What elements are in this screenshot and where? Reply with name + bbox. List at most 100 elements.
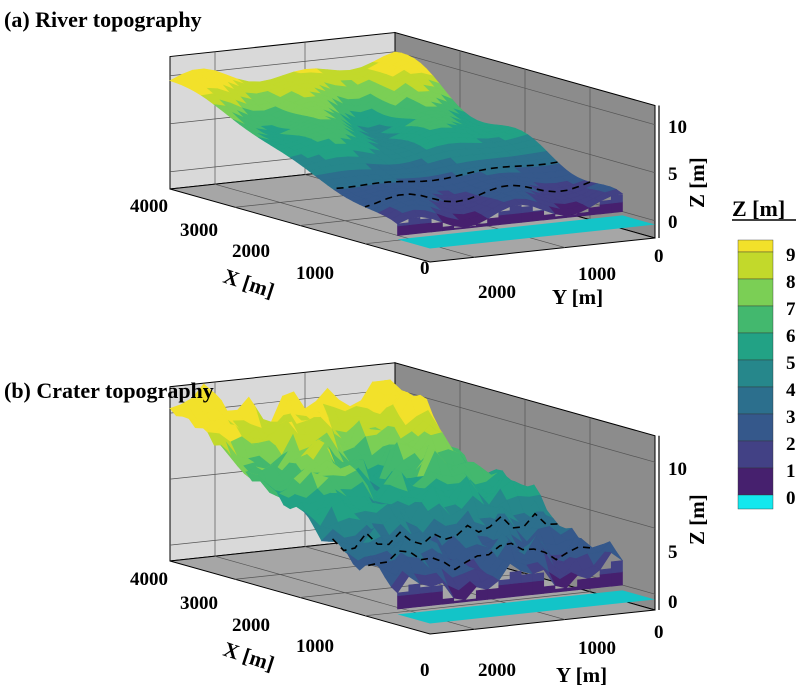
grid-line (299, 399, 526, 598)
colorbar-swatch (737, 386, 774, 415)
surface-front-face (588, 206, 601, 216)
panel-b-title: (b) Crater topography (4, 378, 214, 403)
surface-front-face (577, 211, 590, 217)
colorbar-label: 3 (786, 407, 796, 428)
surface-front-face (475, 589, 488, 601)
colorbar-title: Z [m] (732, 196, 785, 221)
surface-front-face (532, 210, 545, 222)
x-tick: 1000 (296, 263, 334, 284)
surface-front-face (599, 202, 612, 215)
surface-front-face (408, 217, 421, 226)
surface-front-face (610, 571, 623, 587)
surface-front-face (408, 583, 421, 595)
contour-line (364, 542, 591, 571)
panel-river-topography (169, 31, 660, 263)
x-tick: 2000 (232, 241, 270, 262)
surface-front-face (588, 577, 601, 589)
z-tick: 10 (668, 459, 687, 480)
x-tick: 2000 (232, 615, 270, 636)
y-tick: 1000 (578, 638, 616, 659)
surface-front-face (487, 587, 500, 600)
x-axis-label: X [m] (220, 637, 277, 676)
y-tick: 2000 (478, 282, 516, 303)
colorbar-label: 7 (786, 299, 796, 320)
surface-front-face (498, 579, 511, 586)
surface-front-face (610, 201, 623, 214)
grid-line (364, 417, 591, 617)
x-tick: 4000 (130, 569, 168, 590)
surface-front-face (419, 586, 432, 594)
surface-front-face (442, 597, 455, 605)
surface-front-face (408, 223, 421, 235)
surface-front-face (430, 590, 443, 606)
surface-front-face (397, 224, 410, 236)
y-tick: 1000 (578, 264, 616, 285)
colorbar-swatch (737, 413, 774, 442)
colorbar-swatch (737, 305, 774, 334)
colorbar-label: 0 (786, 488, 796, 509)
surface-front-face (397, 591, 410, 597)
z-tick: 5 (668, 542, 678, 563)
x-tick: 1000 (296, 636, 334, 657)
z-tick: 0 (668, 592, 678, 613)
surface-front-face (397, 222, 410, 227)
surface-front-face (509, 204, 522, 215)
surface-front-face (610, 560, 623, 574)
colorbar-swatch (737, 251, 774, 280)
colorbar-swatch (737, 359, 774, 388)
surface-front-face (498, 213, 511, 226)
surface-front-face (397, 594, 410, 610)
surface-cell (390, 570, 410, 594)
colorbar-swatch (737, 278, 774, 307)
colorbar-swatch (737, 239, 774, 253)
y-tick: 2000 (478, 660, 516, 681)
surface-front-face (408, 593, 421, 609)
colorbar-swatch (737, 332, 774, 361)
x-tick: 0 (420, 258, 430, 279)
colorbar-swatch (737, 494, 774, 510)
surface-front-face (430, 584, 443, 593)
surface-front-face (543, 213, 556, 221)
surface-front-face (475, 223, 488, 228)
y-axis-label: Y [m] (552, 285, 603, 309)
surface-front-face (577, 578, 590, 591)
colorbar-label: 8 (786, 272, 796, 293)
x-tick: 3000 (180, 593, 218, 614)
surface-front-face (487, 217, 500, 227)
y-axis-label: Y [m] (556, 663, 607, 687)
y-tick: 0 (654, 246, 664, 267)
z-tick: 0 (668, 212, 678, 233)
surface-front-face (532, 579, 545, 595)
colorbar-swatch (737, 440, 774, 469)
colorbar-swatch (737, 467, 774, 496)
z-tick: 5 (668, 164, 678, 185)
colorbar-label: 2 (786, 434, 796, 455)
surface-front-face (498, 583, 511, 599)
surface-front-face (442, 225, 455, 232)
water-surface (397, 590, 655, 624)
x-tick: 3000 (180, 220, 218, 241)
surface-front-face (419, 222, 432, 234)
surface-front-face (520, 211, 533, 223)
z-axis-label: Z [m] (685, 157, 709, 208)
surface-front-face (509, 212, 522, 224)
z-axis-label: Z [m] (685, 494, 709, 545)
panel-a-title: (a) River topography (4, 7, 202, 32)
colorbar-label: 4 (786, 380, 796, 401)
surface-front-face (599, 199, 612, 205)
surface-front-face (599, 572, 612, 588)
contour-line (331, 512, 558, 552)
surface-front-face (599, 568, 612, 575)
colorbar-label: 9 (786, 245, 796, 266)
x-tick: 0 (420, 660, 430, 681)
surface-front-face (509, 582, 522, 598)
contour-line (364, 181, 591, 208)
surface-front-face (520, 205, 533, 214)
z-tick: 10 (668, 117, 687, 138)
x-axis-label: X [m] (220, 264, 277, 303)
surface-front-face (498, 210, 511, 216)
surface-front-face (520, 573, 533, 583)
surface-front-face (520, 581, 533, 597)
surface-front-face (532, 572, 545, 582)
